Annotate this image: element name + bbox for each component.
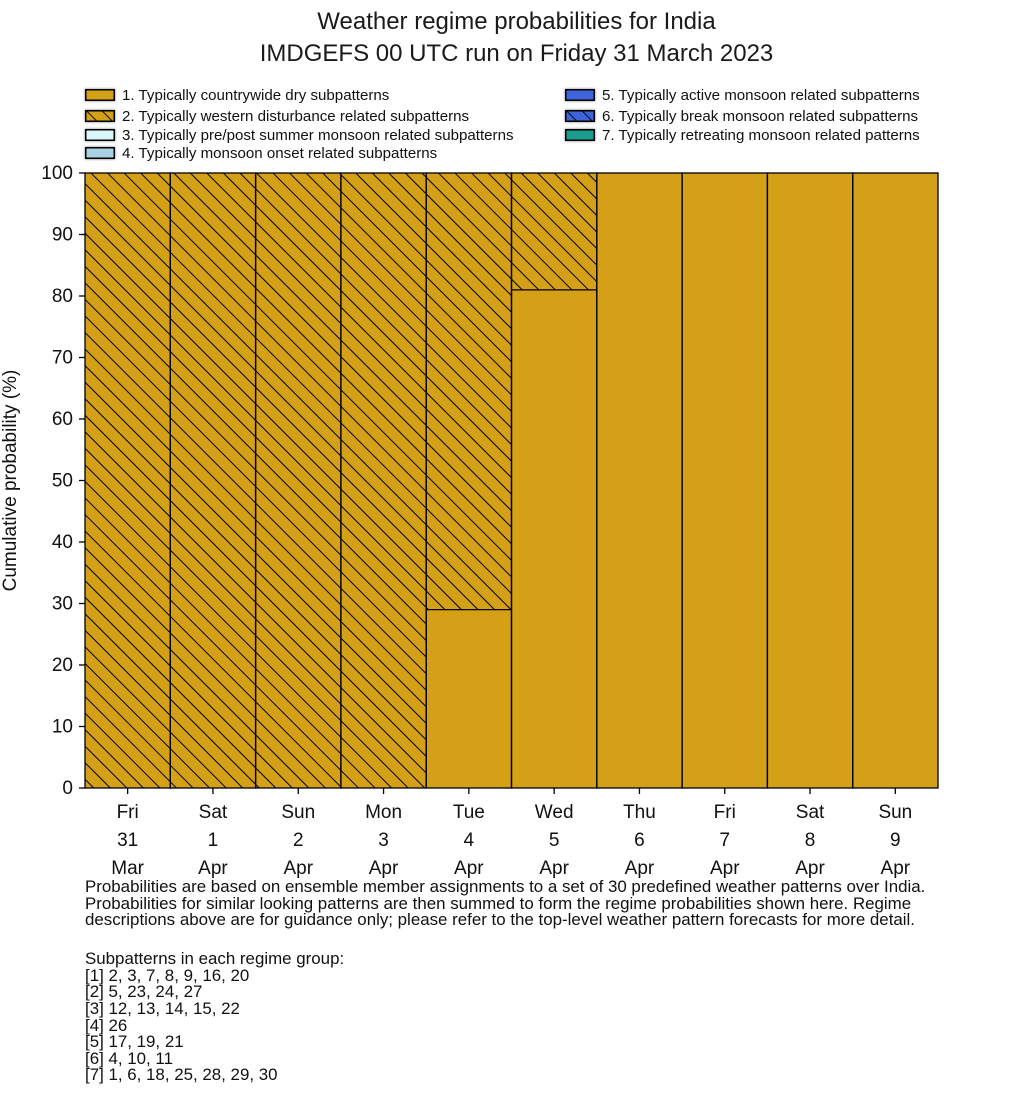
svg-text:9: 9 — [890, 830, 901, 851]
svg-text:7: 7 — [719, 830, 730, 851]
svg-text:6: 6 — [634, 830, 645, 851]
svg-text:Thu: Thu — [623, 802, 656, 823]
svg-text:3: 3 — [378, 830, 389, 851]
svg-text:50: 50 — [52, 471, 73, 492]
svg-text:100: 100 — [41, 163, 73, 184]
svg-text:Wed: Wed — [535, 802, 574, 823]
svg-text:Apr: Apr — [881, 858, 911, 879]
svg-text:70: 70 — [52, 348, 73, 369]
svg-text:Mar: Mar — [111, 858, 144, 879]
svg-text:10: 10 — [52, 717, 73, 738]
svg-text:5: 5 — [549, 830, 560, 851]
svg-text:Tue: Tue — [453, 802, 485, 823]
svg-text:Fri: Fri — [714, 802, 736, 823]
svg-text:Apr: Apr — [795, 858, 825, 879]
svg-text:Apr: Apr — [454, 858, 484, 879]
svg-text:1: 1 — [208, 830, 219, 851]
svg-text:Apr: Apr — [198, 858, 228, 879]
svg-text:Apr: Apr — [710, 858, 740, 879]
svg-text:31: 31 — [117, 830, 138, 851]
svg-text:40: 40 — [52, 532, 73, 553]
svg-text:30: 30 — [52, 594, 73, 615]
svg-text:20: 20 — [52, 655, 73, 676]
svg-text:Apr: Apr — [539, 858, 569, 879]
svg-text:80: 80 — [52, 286, 73, 307]
svg-text:90: 90 — [52, 225, 73, 246]
svg-text:0: 0 — [62, 778, 73, 799]
svg-text:Apr: Apr — [369, 858, 399, 879]
svg-text:Sat: Sat — [199, 802, 228, 823]
svg-text:4: 4 — [464, 830, 475, 851]
svg-text:Fri: Fri — [117, 802, 139, 823]
svg-text:Sun: Sun — [281, 802, 315, 823]
svg-text:Sat: Sat — [796, 802, 825, 823]
svg-text:2: 2 — [293, 830, 304, 851]
svg-text:8: 8 — [805, 830, 816, 851]
svg-text:60: 60 — [52, 409, 73, 430]
svg-text:Cumulative probability (%): Cumulative probability (%) — [0, 370, 21, 592]
svg-text:Sun: Sun — [878, 802, 912, 823]
svg-text:Apr: Apr — [625, 858, 655, 879]
svg-text:Mon: Mon — [365, 802, 402, 823]
svg-text:Apr: Apr — [283, 858, 313, 879]
